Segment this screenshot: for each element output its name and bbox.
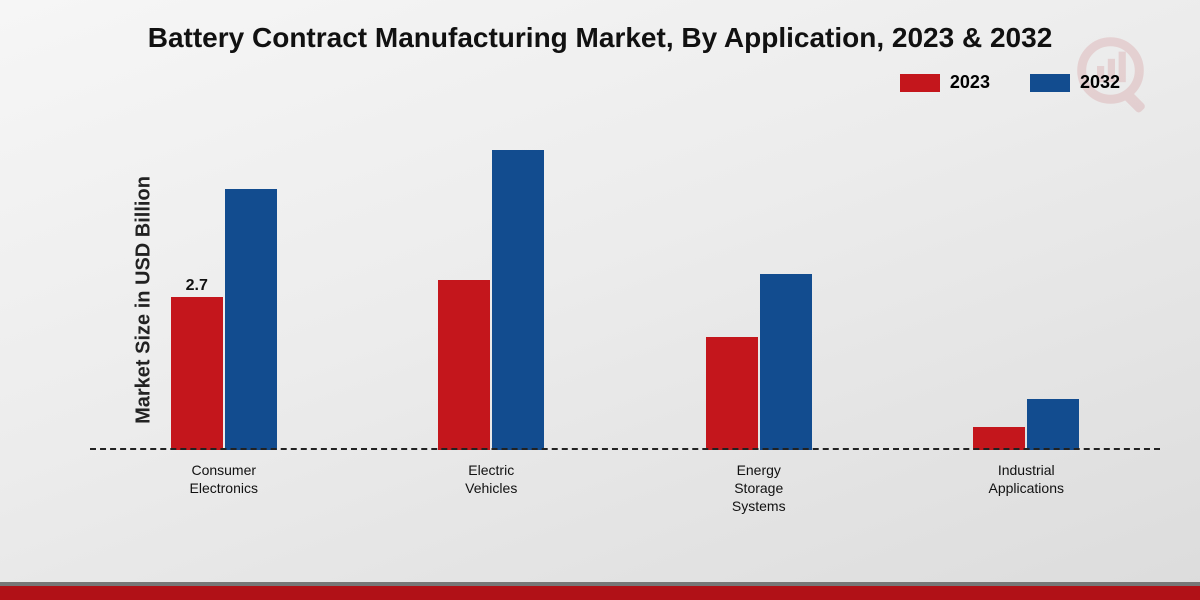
bar-2032-industrial bbox=[1027, 399, 1079, 450]
legend-item-2023: 2023 bbox=[900, 72, 990, 93]
legend-label-2032: 2032 bbox=[1080, 72, 1120, 93]
legend: 2023 2032 bbox=[900, 72, 1120, 93]
x-axis-baseline bbox=[90, 448, 1160, 450]
bar-2023-industrial bbox=[973, 427, 1025, 450]
chart-container: Battery Contract Manufacturing Market, B… bbox=[0, 0, 1200, 600]
legend-item-2032: 2032 bbox=[1030, 72, 1120, 93]
bar-2023-electric-vehicles bbox=[438, 280, 490, 450]
plot-area: 2.7 bbox=[90, 110, 1160, 510]
category-label: Electric Vehicles bbox=[358, 455, 626, 510]
category-label: Industrial Applications bbox=[893, 455, 1161, 510]
category-labels: Consumer Electronics Electric Vehicles E… bbox=[90, 455, 1160, 510]
bar-2023-energy-storage bbox=[706, 337, 758, 450]
bar-2023-consumer-electronics: 2.7 bbox=[171, 297, 223, 450]
bar-2032-electric-vehicles bbox=[492, 150, 544, 450]
group-electric-vehicles bbox=[358, 110, 626, 450]
legend-swatch-2032 bbox=[1030, 74, 1070, 92]
bar-value-label: 2.7 bbox=[186, 277, 208, 295]
group-industrial bbox=[893, 110, 1161, 450]
bar-2032-energy-storage bbox=[760, 274, 812, 450]
footer-bar bbox=[0, 586, 1200, 600]
chart-title: Battery Contract Manufacturing Market, B… bbox=[0, 22, 1200, 54]
bar-groups: 2.7 bbox=[90, 110, 1160, 450]
category-label: Energy Storage Systems bbox=[625, 455, 893, 510]
group-energy-storage bbox=[625, 110, 893, 450]
legend-label-2023: 2023 bbox=[950, 72, 990, 93]
legend-swatch-2023 bbox=[900, 74, 940, 92]
group-consumer-electronics: 2.7 bbox=[90, 110, 358, 450]
bar-2032-consumer-electronics bbox=[225, 189, 277, 450]
category-label: Consumer Electronics bbox=[90, 455, 358, 510]
